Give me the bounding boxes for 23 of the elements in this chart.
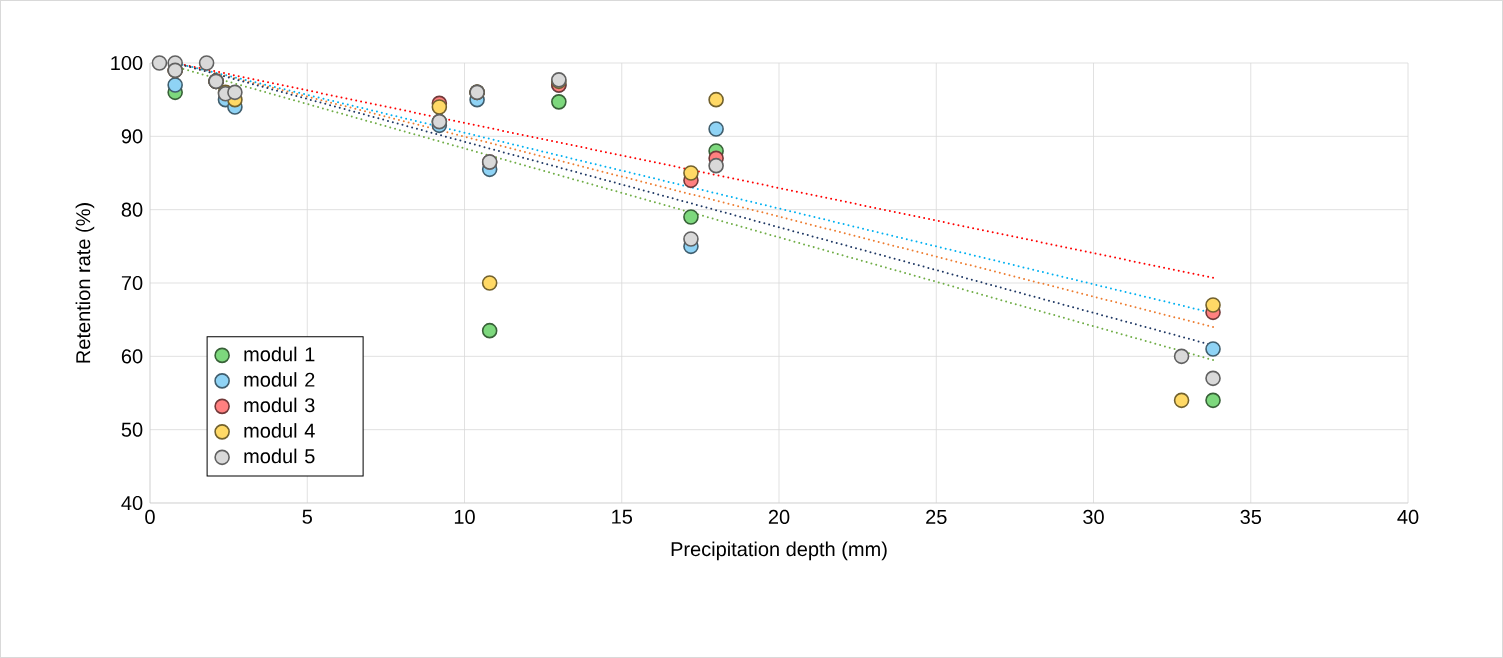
y-axis-title: Retention rate (%) (75, 203, 95, 363)
legend-label: modul 3 (244, 397, 315, 413)
y-tick-label: 80 (121, 202, 143, 217)
y-tick-label: 50 (121, 422, 143, 437)
y-tick-label: 60 (121, 349, 143, 364)
y-tick-label: 70 (121, 275, 143, 291)
legend-label: modul 2 (244, 372, 315, 387)
y-tick-label: 100 (111, 55, 143, 71)
x-tick-label: 0 (145, 509, 155, 525)
x-tick-label: 30 (1083, 509, 1104, 525)
y-tick-label: 90 (121, 129, 143, 144)
legend-label: modul 5 (244, 448, 315, 464)
legend-label: modul 4 (244, 423, 315, 438)
x-tick-label: 10 (454, 509, 475, 525)
x-axis-title: Precipitation depth (mm) (671, 541, 887, 561)
x-tick-label: 40 (1397, 509, 1419, 525)
y-tick-label: 40 (121, 495, 143, 511)
x-tick-label: 15 (612, 509, 633, 524)
x-tick-label: 5 (302, 509, 312, 524)
x-tick-label: 20 (768, 509, 790, 525)
x-tick-label: 35 (1240, 509, 1262, 525)
x-tick-label: 25 (926, 509, 947, 525)
legend-label: modul 1 (244, 346, 315, 362)
